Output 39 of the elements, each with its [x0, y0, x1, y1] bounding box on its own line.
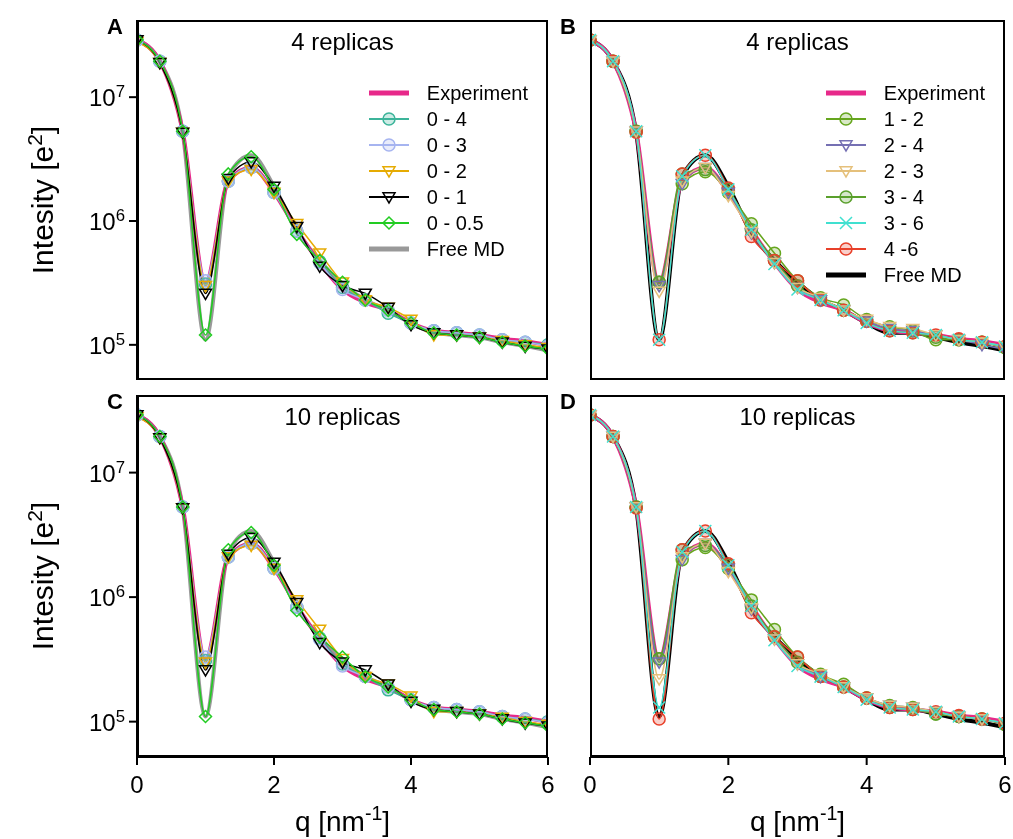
x-tick-label: 0 [130, 771, 144, 798]
x-axis-title: q [nm$^{-1}$] [294, 802, 391, 837]
y-tick-label: 10$^{7}$ [88, 457, 125, 487]
chart-title: 10 replicas [738, 403, 857, 431]
legend-label: 4 -6 [883, 237, 919, 261]
x-tick-label: 2 [721, 771, 736, 798]
y-tick-label: 10$^{5}$ [88, 329, 125, 359]
text: D [560, 389, 576, 415]
x-axis-title: q [nm$^{-1}$] [749, 802, 846, 837]
legend-label: 3 - 4 [883, 185, 924, 209]
y-tick-label: 10$^{7}$ [88, 81, 125, 112]
y-tick-label: 10$^{6}$ [88, 205, 125, 235]
legend-label: 0 - 1 [426, 185, 467, 209]
y-tick-label: 10$^{5}$ [88, 706, 125, 736]
legend-label: 0 - 4 [426, 107, 467, 131]
legend-label: Experiment [426, 81, 528, 105]
text: B [560, 14, 576, 40]
legend-label: 0 - 3 [426, 133, 467, 157]
legend-label: 2 - 3 [883, 159, 924, 183]
legend-label: Experiment [883, 81, 985, 105]
x-tick-label: 4 [404, 771, 418, 798]
x-tick-label: 6 [541, 771, 555, 798]
legend-label: 3 - 6 [883, 211, 924, 235]
legend-label: 0 - 2 [426, 159, 467, 183]
chart-title: 4 replicas [290, 28, 395, 56]
legend-label: 1 - 2 [883, 107, 924, 131]
text: C [107, 389, 123, 415]
x-tick-label: 0 [583, 771, 597, 798]
legend-label: Free MD [883, 263, 962, 287]
legend-label: 2 - 4 [883, 133, 924, 157]
x-tick-label: 2 [267, 771, 281, 798]
y-tick-label: 10$^{6}$ [88, 581, 125, 612]
legend-label: 0 - 0.5 [426, 211, 484, 235]
chart-title: 4 replicas [745, 28, 850, 56]
x-tick-label: 6 [998, 771, 1012, 798]
x-tick-label: 4 [859, 771, 874, 798]
text: A [107, 14, 123, 40]
chart-title: 10 replicas [283, 403, 402, 431]
legend-label: Free MD [426, 237, 505, 261]
